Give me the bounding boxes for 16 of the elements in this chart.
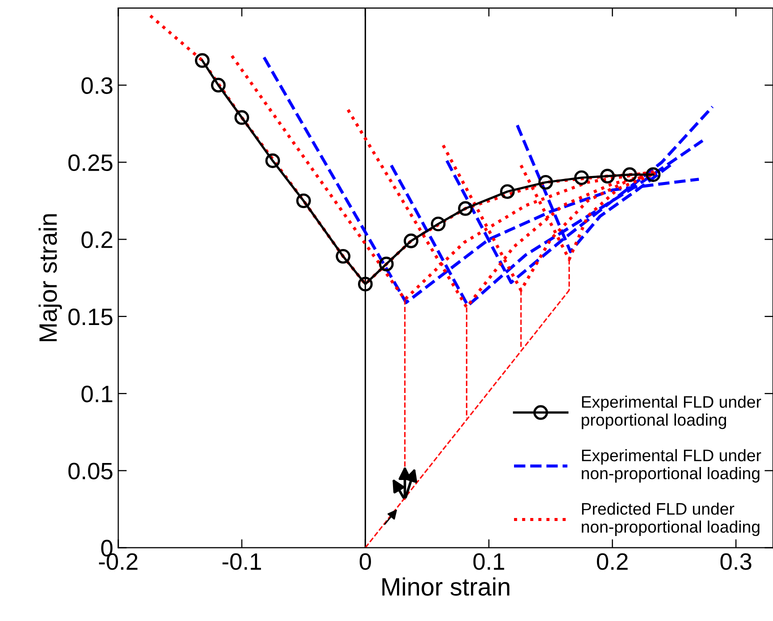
x-tick-label: 0.3	[720, 553, 752, 570]
x-tick-label: 0.1	[473, 553, 504, 570]
x-axis-title: Minor strain	[382, 577, 510, 596]
y-tick-label: 0.25	[68, 154, 112, 172]
x-tick-label: 0	[360, 553, 371, 570]
legend-label: Experimental FLD under proportional loading	[582, 396, 762, 430]
x-tick-label: -0.1	[222, 553, 261, 570]
y-tick-label: 0.3	[82, 77, 112, 94]
y-tick-label: 0.05	[68, 462, 112, 480]
x-tick-label: 0.2	[596, 553, 628, 570]
y-tick-label: 0.2	[82, 231, 112, 248]
y-tick-label: 0.15	[68, 308, 112, 326]
legend-label: Predicted FLD under non-proportional loading	[582, 502, 760, 536]
y-axis-title: Major strain	[38, 214, 62, 342]
legend-label: Experimental FLD under non-proportional loading	[582, 449, 762, 483]
y-tick-label: 0.1	[82, 386, 112, 402]
